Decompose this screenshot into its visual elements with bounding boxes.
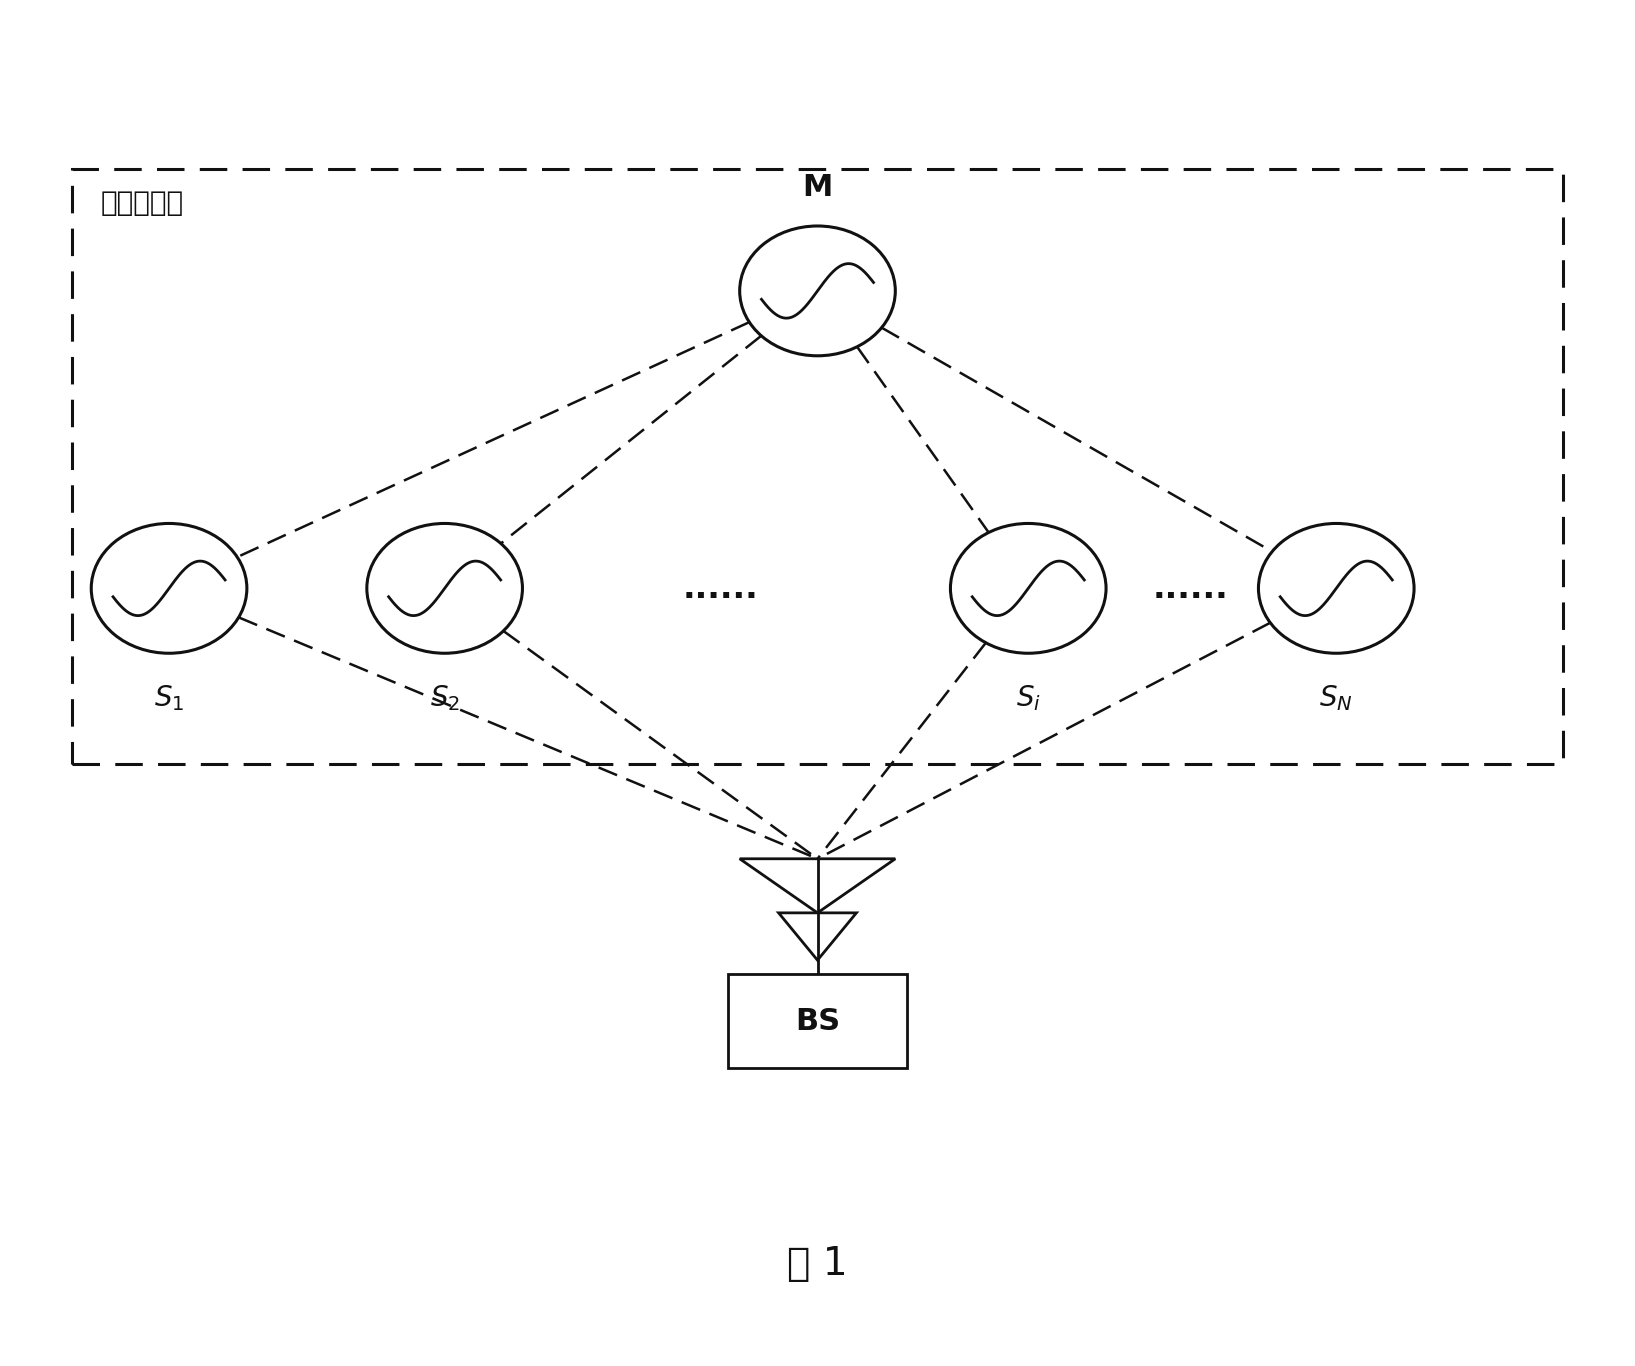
Text: $S_1$: $S_1$	[154, 683, 185, 713]
Text: BS: BS	[795, 1007, 840, 1035]
Text: 虚拟天线簇: 虚拟天线簇	[101, 190, 185, 217]
Circle shape	[1259, 523, 1414, 653]
Polygon shape	[778, 912, 857, 960]
Text: $S_i$: $S_i$	[1015, 683, 1041, 713]
Text: ......: ......	[682, 572, 759, 605]
FancyBboxPatch shape	[728, 974, 907, 1068]
Circle shape	[366, 523, 523, 653]
Text: M: M	[803, 172, 832, 202]
Circle shape	[950, 523, 1105, 653]
Text: $S_N$: $S_N$	[1319, 683, 1354, 713]
Circle shape	[92, 523, 247, 653]
Circle shape	[739, 225, 896, 355]
Text: 图 1: 图 1	[786, 1246, 849, 1284]
Text: ......: ......	[1153, 572, 1228, 605]
Text: $S_2$: $S_2$	[430, 683, 459, 713]
Polygon shape	[739, 859, 896, 912]
